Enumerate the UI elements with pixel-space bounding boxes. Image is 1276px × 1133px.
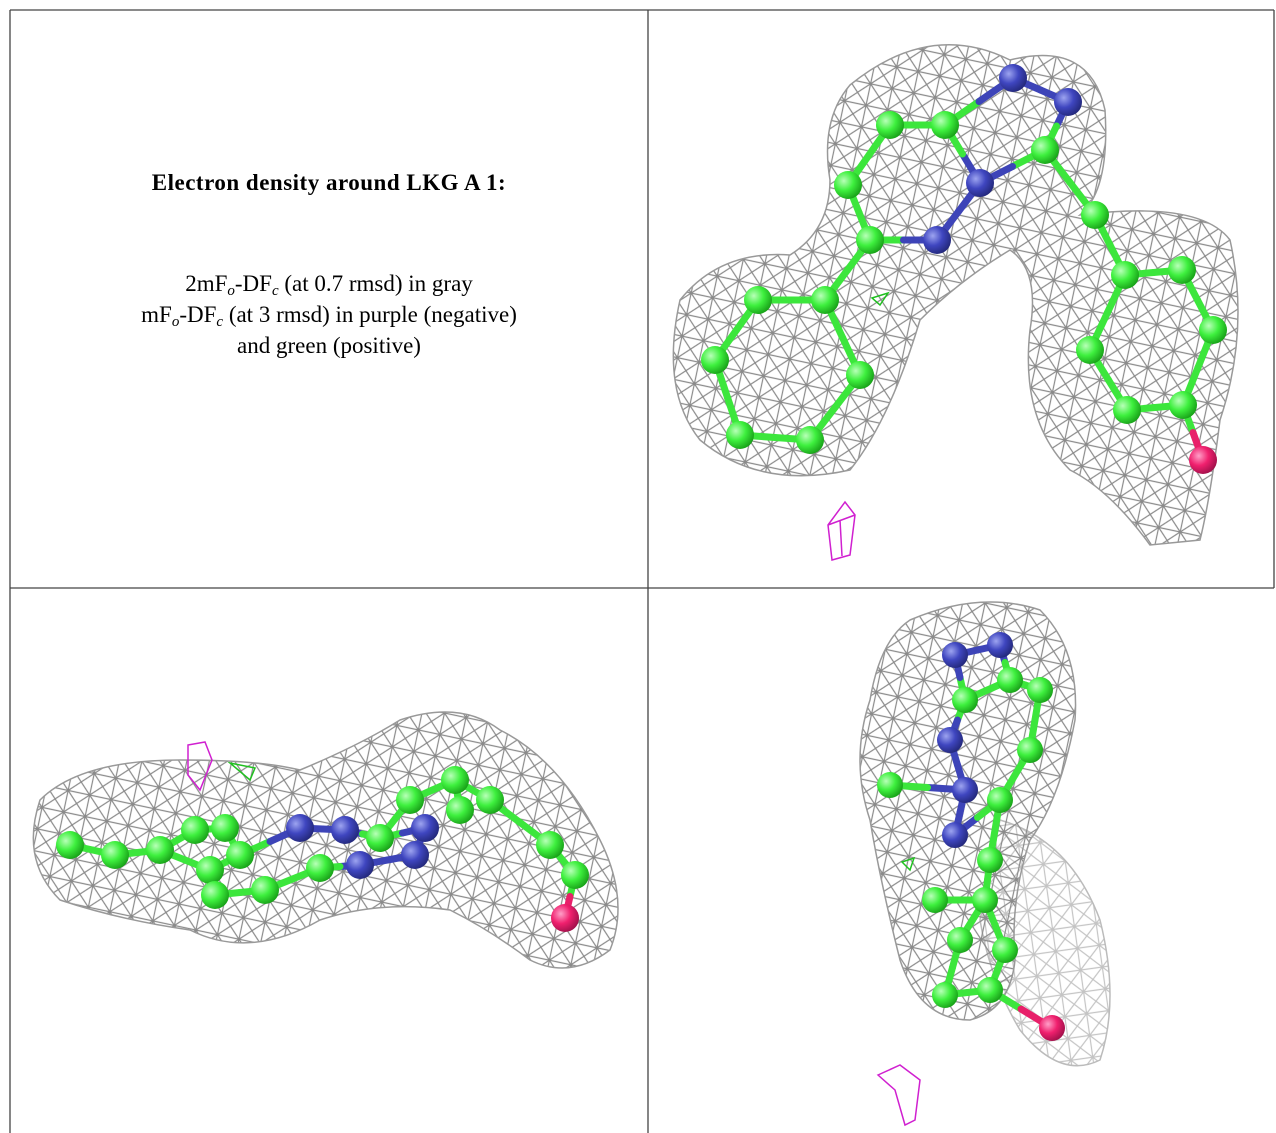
atom <box>251 876 279 904</box>
atom <box>876 111 904 139</box>
atom <box>923 226 951 254</box>
atom <box>1027 677 1053 703</box>
text-run: 2mF <box>185 271 227 296</box>
atom <box>846 361 874 389</box>
atom <box>1199 316 1227 344</box>
atom <box>987 787 1013 813</box>
atom <box>877 772 903 798</box>
atom <box>476 786 504 814</box>
atom <box>966 169 994 197</box>
atom <box>937 727 963 753</box>
atom <box>952 777 978 803</box>
atom <box>401 841 429 869</box>
atom <box>834 171 862 199</box>
text-run: (at 0.7 rmsd) in gray <box>279 271 473 296</box>
atom <box>396 786 424 814</box>
atom <box>997 667 1023 693</box>
atom <box>726 421 754 449</box>
caption-title: Electron density around LKG A 1: <box>10 170 648 196</box>
subscript: c <box>272 283 279 299</box>
atom <box>942 642 968 668</box>
atom <box>146 836 174 864</box>
atom <box>536 831 564 859</box>
atom <box>942 822 968 848</box>
atom <box>551 904 579 932</box>
subscript: o <box>227 283 235 299</box>
atom <box>286 814 314 842</box>
atom <box>701 346 729 374</box>
atom <box>992 937 1018 963</box>
atom <box>201 881 229 909</box>
atom <box>947 927 973 953</box>
atom <box>999 64 1027 92</box>
atom <box>56 831 84 859</box>
atom <box>441 766 469 794</box>
atom <box>1169 391 1197 419</box>
atom <box>1113 396 1141 424</box>
atom <box>196 856 224 884</box>
atom <box>987 632 1013 658</box>
atom <box>366 824 394 852</box>
atom <box>101 841 129 869</box>
caption-line: 2mFo-DFc (at 0.7 rmsd) in gray <box>10 268 648 299</box>
atom <box>796 426 824 454</box>
atom <box>181 816 209 844</box>
text-run: and green (positive) <box>237 333 421 358</box>
atom <box>972 887 998 913</box>
atom <box>922 887 948 913</box>
caption-line: and green (positive) <box>10 330 648 361</box>
atom <box>1081 201 1109 229</box>
atom <box>411 814 439 842</box>
atom <box>211 814 239 842</box>
atom <box>1054 88 1082 116</box>
atom <box>811 286 839 314</box>
atom <box>446 796 474 824</box>
text-run: (at 3 rmsd) in purple (negative) <box>223 302 517 327</box>
atom <box>977 977 1003 1003</box>
text-run: -DF <box>235 271 272 296</box>
text-run: -DF <box>179 302 216 327</box>
atom <box>1189 446 1217 474</box>
atom <box>226 841 254 869</box>
density-mesh <box>33 712 618 968</box>
atom <box>931 111 959 139</box>
atom <box>1039 1015 1065 1041</box>
page: Electron density around LKG A 1: 2mFo-DF… <box>0 0 1276 1133</box>
atom <box>977 847 1003 873</box>
atom <box>856 226 884 254</box>
atom <box>331 816 359 844</box>
atom <box>1031 136 1059 164</box>
atom <box>932 982 958 1008</box>
atom <box>346 851 374 879</box>
atom <box>1017 737 1043 763</box>
atom <box>306 854 334 882</box>
text-run: mF <box>141 302 172 327</box>
atom <box>1111 261 1139 289</box>
atom <box>952 687 978 713</box>
atom <box>744 286 772 314</box>
caption-cell: Electron density around LKG A 1: 2mFo-DF… <box>10 10 648 588</box>
caption-line: mFo-DFc (at 3 rmsd) in purple (negative) <box>10 299 648 330</box>
atom <box>1168 256 1196 284</box>
atom <box>1076 336 1104 364</box>
atom <box>561 861 589 889</box>
